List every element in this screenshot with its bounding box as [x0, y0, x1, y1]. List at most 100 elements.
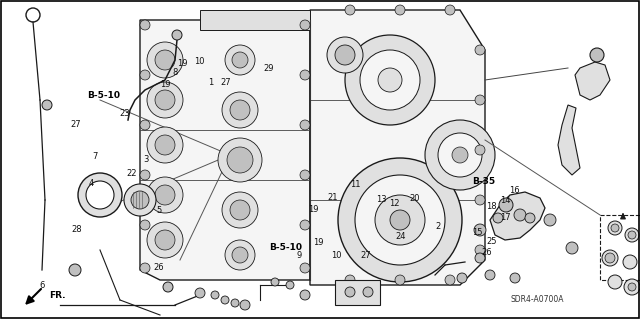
Circle shape: [225, 240, 255, 270]
Bar: [600, 215, 640, 280]
Circle shape: [474, 224, 486, 236]
Circle shape: [42, 100, 52, 110]
Circle shape: [345, 35, 435, 125]
Polygon shape: [310, 10, 485, 285]
Circle shape: [510, 273, 520, 283]
Circle shape: [232, 52, 248, 68]
Circle shape: [232, 247, 248, 263]
Circle shape: [624, 279, 640, 295]
Polygon shape: [575, 62, 610, 100]
Circle shape: [378, 68, 402, 92]
Circle shape: [338, 158, 462, 282]
Text: 8: 8: [172, 68, 177, 77]
Circle shape: [140, 20, 150, 30]
Text: 22: 22: [127, 169, 137, 178]
Circle shape: [475, 145, 485, 155]
Circle shape: [147, 177, 183, 213]
Circle shape: [623, 255, 637, 269]
Circle shape: [155, 135, 175, 155]
Text: 28: 28: [72, 225, 82, 234]
Text: 4: 4: [89, 179, 94, 188]
Circle shape: [230, 200, 250, 220]
Circle shape: [140, 120, 150, 130]
Circle shape: [475, 45, 485, 55]
Text: 12: 12: [389, 199, 399, 208]
Bar: [335, 280, 380, 305]
Circle shape: [360, 50, 420, 110]
Circle shape: [566, 242, 578, 254]
Circle shape: [221, 296, 229, 304]
Circle shape: [425, 120, 495, 190]
Circle shape: [457, 273, 467, 283]
Circle shape: [628, 283, 636, 291]
Text: B-35: B-35: [472, 177, 495, 186]
Text: 13: 13: [376, 195, 387, 204]
Circle shape: [195, 288, 205, 298]
Circle shape: [625, 228, 639, 242]
Polygon shape: [200, 10, 310, 30]
Circle shape: [218, 138, 262, 182]
Circle shape: [395, 5, 405, 15]
Circle shape: [327, 37, 363, 73]
Circle shape: [140, 263, 150, 273]
Text: 25: 25: [486, 237, 497, 246]
Circle shape: [211, 291, 219, 299]
Text: 21: 21: [328, 193, 338, 202]
Text: 27: 27: [70, 120, 81, 129]
Circle shape: [445, 5, 455, 15]
Text: 11: 11: [351, 180, 361, 189]
Text: 24: 24: [396, 232, 406, 241]
Text: 10: 10: [331, 251, 341, 260]
Text: 15: 15: [472, 228, 483, 237]
Circle shape: [345, 275, 355, 285]
Circle shape: [475, 95, 485, 105]
Circle shape: [78, 173, 122, 217]
Circle shape: [475, 253, 485, 263]
Circle shape: [300, 120, 310, 130]
Circle shape: [345, 287, 355, 297]
Circle shape: [475, 195, 485, 205]
Text: 19: 19: [160, 80, 170, 89]
Circle shape: [525, 213, 535, 223]
Circle shape: [300, 263, 310, 273]
Circle shape: [355, 175, 445, 265]
Circle shape: [124, 184, 156, 216]
Text: SDR4-A0700A: SDR4-A0700A: [511, 295, 564, 304]
Circle shape: [485, 270, 495, 280]
Circle shape: [140, 220, 150, 230]
Text: 1: 1: [209, 78, 214, 87]
Circle shape: [438, 133, 482, 177]
Circle shape: [222, 192, 258, 228]
Circle shape: [131, 191, 149, 209]
Circle shape: [499, 198, 513, 212]
Text: FR.: FR.: [49, 291, 65, 300]
Text: 5: 5: [156, 206, 161, 215]
Circle shape: [69, 264, 81, 276]
Polygon shape: [140, 20, 310, 280]
Text: 19: 19: [308, 205, 319, 214]
Text: 2: 2: [436, 222, 441, 231]
Circle shape: [300, 170, 310, 180]
Circle shape: [590, 48, 604, 62]
Circle shape: [172, 30, 182, 40]
Circle shape: [155, 50, 175, 70]
Circle shape: [140, 70, 150, 80]
Circle shape: [271, 278, 279, 286]
Text: 3: 3: [143, 155, 148, 164]
Circle shape: [147, 127, 183, 163]
Text: 19: 19: [177, 59, 188, 68]
Circle shape: [147, 42, 183, 78]
Circle shape: [240, 300, 250, 310]
Circle shape: [300, 220, 310, 230]
Text: 19: 19: [314, 238, 324, 247]
Circle shape: [222, 92, 258, 128]
Circle shape: [155, 230, 175, 250]
Text: 18: 18: [486, 202, 497, 211]
Circle shape: [602, 250, 618, 266]
Circle shape: [605, 253, 615, 263]
Text: B-5-10: B-5-10: [269, 243, 303, 252]
Circle shape: [375, 195, 425, 245]
Text: 20: 20: [410, 194, 420, 203]
Circle shape: [155, 90, 175, 110]
Text: 14: 14: [500, 197, 511, 205]
